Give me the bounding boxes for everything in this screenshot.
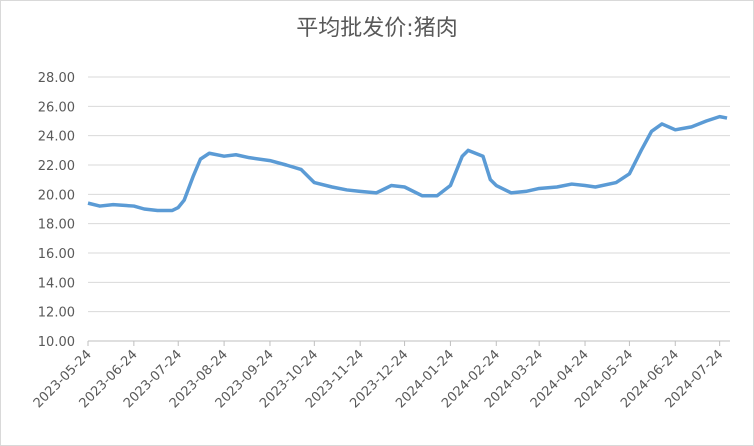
- y-tick-label: 10.00: [38, 335, 75, 350]
- data-line: [87, 114, 728, 213]
- y-tick-label: 14.00: [38, 276, 75, 291]
- y-tick-label: 16.00: [38, 247, 75, 262]
- y-tick-label: 20.00: [38, 188, 75, 203]
- chart-title: 平均批发价:猪肉: [296, 16, 457, 41]
- y-tick-label: 22.00: [38, 159, 75, 174]
- y-tick-label: 24.00: [38, 130, 75, 145]
- y-tick-label: 26.00: [38, 100, 75, 115]
- y-tick-label: 28.00: [38, 71, 75, 86]
- y-tick-label: 18.00: [38, 218, 75, 233]
- y-tick-label: 12.00: [38, 306, 75, 321]
